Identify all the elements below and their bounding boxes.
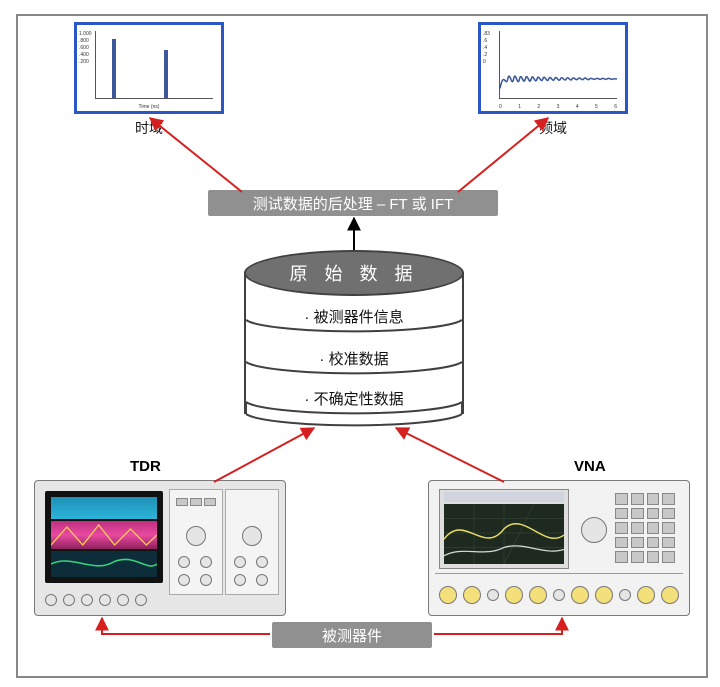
thumb-freq-domain: .83.6.4.20 0123456 [478,22,628,114]
tdr-bottom-ports [45,591,163,609]
tdr-panel-a [169,489,223,595]
thumb-freq-caption: 频域 [478,118,628,138]
instrument-vna [428,480,690,616]
db-top: 原 始 数 据 [244,250,464,296]
vna-screen-titlebar [444,492,564,502]
tdr-port [200,556,212,568]
tdr-port [178,556,190,568]
thumb-time-yticks: 1.000.800.600.400.200 [79,31,92,66]
thumb-time-plotarea [95,31,213,99]
db-top-label: 原 始 数 据 [289,260,418,286]
vna-screen [444,504,564,564]
tdr-port [234,574,246,586]
thumb-freq-curve [500,31,617,98]
tdr-port [256,556,268,568]
vna-knob [581,517,607,543]
tdr-screen-bot [51,551,157,577]
tdr-port [256,574,268,586]
db-row-2: · 不确定性数据 [244,388,464,409]
vna-divider [435,573,683,574]
time-spike-1 [112,39,116,98]
vna-controls [575,489,679,567]
thumb-time-caption: 时域 [74,118,224,138]
tdr-port [234,556,246,568]
vna-ports [439,583,679,607]
db-row-1: · 校准数据 [244,348,464,369]
pill-dut: 被测器件 [272,622,432,648]
tdr-screen-mid [51,521,157,549]
tdr-port [200,574,212,586]
thumb-freq-yticks: .83.6.4.20 [483,31,490,66]
vna-screen-frame [439,489,569,569]
tdr-screen-frame [45,491,163,583]
thumb-time-domain: 1.000.800.600.400.200 Time (ns) [74,22,224,114]
tdr-btn [204,498,216,506]
instrument-tdr [34,480,286,616]
tdr-knob [186,526,206,546]
pill-postprocessing: 测试数据的后处理 – FT 或 IFT [208,190,498,216]
vna-button-grid [615,493,675,563]
thumb-freq-plotarea [499,31,617,99]
tdr-panel-b [225,489,279,595]
tdr-screen-top [51,497,157,519]
label-tdr: TDR [130,458,161,475]
db-row-0: · 被测器件信息 [244,306,464,327]
tdr-port [178,574,190,586]
tdr-btn [176,498,188,506]
label-vna: VNA [574,458,606,475]
thumb-time-xaxis: Time (ns) [77,104,221,110]
time-spike-2 [164,50,168,98]
tdr-btn [190,498,202,506]
database-cylinder: 原 始 数 据 · 被测器件信息 · 校准数据 · 不确定性数据 [244,250,464,428]
diagram-root: 1.000.800.600.400.200 Time (ns) 时域 .83.6… [16,14,708,678]
tdr-knob [242,526,262,546]
thumb-freq-xticks: 0123456 [499,104,617,110]
